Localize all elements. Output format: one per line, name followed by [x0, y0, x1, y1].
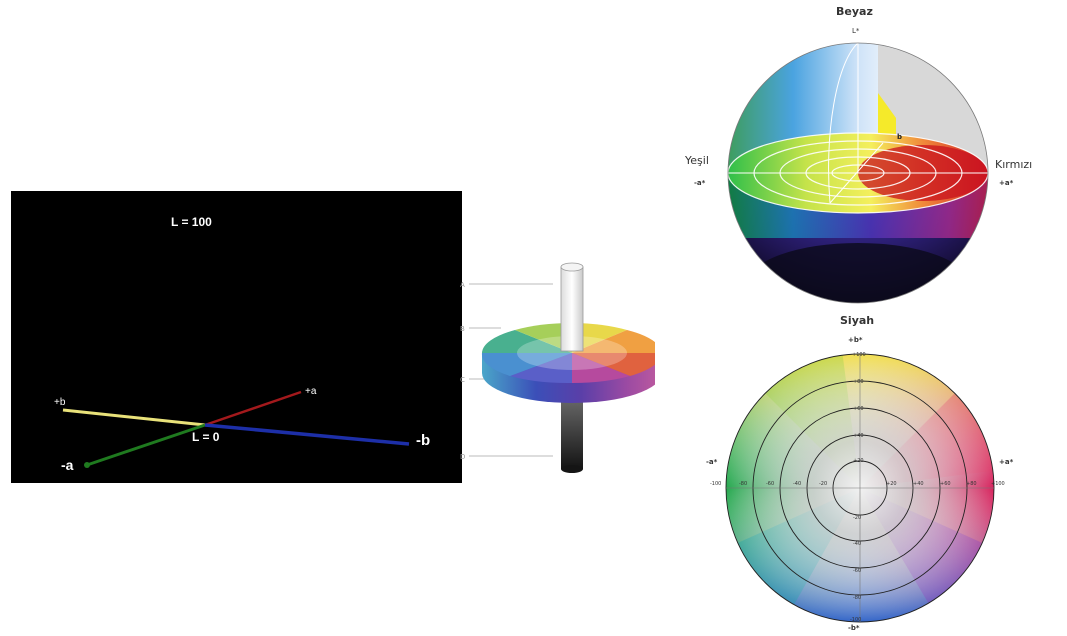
minus-b-axis	[204, 423, 410, 446]
tick-right-100: +100	[991, 481, 1005, 487]
tick-top-80: +80	[853, 379, 864, 385]
tick-bottom-100: -100	[850, 617, 862, 623]
tick-top-40: +40	[853, 433, 864, 439]
tick-top-100: +100	[852, 352, 866, 358]
tick-left-100: -100	[710, 481, 722, 487]
plus-a-axis	[204, 390, 302, 427]
ab-chromaticity-circle	[725, 353, 995, 623]
dark-axis-cylinder	[561, 395, 583, 469]
sphere-right-label: Kırmızı	[995, 158, 1033, 171]
tick-bottom-20: -20	[853, 515, 862, 521]
tick-top-20: +20	[853, 458, 864, 464]
plus-b-label: +b	[54, 397, 66, 408]
minus-a-label: -a	[61, 457, 74, 473]
cielab-sphere: b	[727, 42, 989, 304]
plus-a-label: +a	[305, 386, 317, 397]
tick-bottom-80: -80	[853, 595, 862, 601]
tick-left-40: -40	[793, 481, 802, 487]
disc-top	[481, 323, 655, 384]
sphere-top-label: Beyaz	[836, 5, 873, 18]
white-axis-top	[560, 262, 584, 272]
minus-b-label: -b	[416, 432, 431, 449]
tick-right-40: +40	[913, 481, 924, 487]
disc-label-c: C	[460, 376, 465, 384]
minus-a-axis-end	[84, 462, 90, 468]
disc-label-d: D	[460, 453, 465, 461]
sphere-right-axis-label: +a*	[999, 179, 1014, 187]
sphere-left-label: Yeşil	[685, 154, 709, 167]
disc-label-b: B	[460, 325, 465, 333]
tick-bottom-40: -40	[853, 541, 862, 547]
minus-a-axis	[86, 423, 206, 467]
circle-plus-a-label: +a*	[999, 458, 1014, 466]
circle-plus-b-label: +b*	[848, 336, 863, 344]
tick-right-60: +60	[940, 481, 951, 487]
circle-minus-b-label: -b*	[848, 624, 860, 632]
lab-axes-drawing	[62, 237, 410, 468]
circle-top-label: Siyah	[840, 314, 875, 327]
sphere-left-axis-label: -a*	[694, 179, 706, 187]
l-0-label: L = 0	[192, 430, 220, 444]
tick-right-80: +80	[966, 481, 977, 487]
tick-right-20: +20	[886, 481, 897, 487]
sphere-l-star-label: L*	[852, 27, 860, 35]
sphere-b-label: b	[897, 133, 902, 141]
tick-left-80: -80	[739, 481, 748, 487]
plus-b-axis	[62, 408, 206, 427]
disc-label-a: A	[460, 281, 465, 289]
dark-axis-end	[561, 465, 583, 473]
tick-left-60: -60	[766, 481, 775, 487]
lab-axes-panel: L = 100 L = 0 +b +a -a -b	[11, 191, 462, 483]
white-axis-cylinder	[560, 266, 584, 352]
color-disc-diagram: A B C D	[460, 262, 655, 473]
circle-minus-a-label: -a*	[706, 458, 718, 466]
tick-top-60: +60	[853, 406, 864, 412]
tick-left-20: -20	[819, 481, 828, 487]
l-100-label: L = 100	[171, 215, 212, 229]
tick-bottom-60: -60	[853, 568, 862, 574]
